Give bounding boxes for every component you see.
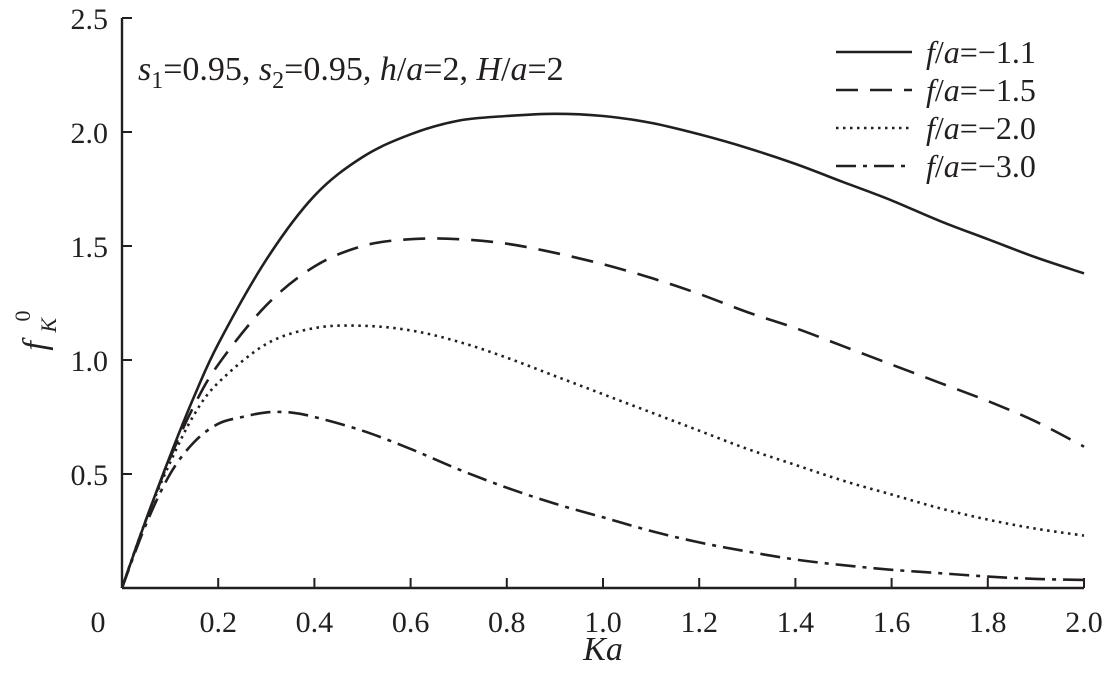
x-tick-label: 1.0 <box>584 606 622 639</box>
x-tick-label: 2.0 <box>1065 606 1103 639</box>
legend-slash: / <box>935 34 944 70</box>
y-axis-title-superscript: 0 <box>10 310 35 321</box>
x-tick-label: 0 <box>91 606 106 639</box>
legend-value: =−3.0 <box>960 148 1036 184</box>
y-axis-title: f K 0 <box>10 309 64 350</box>
legend-label-4: f/a=−3.0 <box>926 148 1036 184</box>
annot-h-a: a <box>406 51 423 88</box>
x-tick-label: 0.4 <box>296 606 334 639</box>
legend-label-3: f/a=−2.0 <box>926 110 1036 146</box>
x-tick-label: 1.4 <box>777 606 815 639</box>
y-tick-label: 1.0 <box>71 345 109 378</box>
legend-label-2: f/a=−1.5 <box>926 72 1036 108</box>
x-ticks: 0 0.2 0.4 0.6 0.8 1.0 1.2 1.4 1.6 1.8 2.0 <box>91 578 1103 639</box>
annot-s2-sub: 2 <box>272 68 284 94</box>
x-axis-title: Ka <box>582 631 623 668</box>
y-tick-label: 2.0 <box>71 117 109 150</box>
legend-value: =−1.5 <box>960 72 1036 108</box>
legend-a: a <box>944 34 960 70</box>
legend-slash: / <box>935 72 944 108</box>
x-tick-label: 0.6 <box>392 606 430 639</box>
annot-H: H <box>475 51 503 88</box>
annot-H-slash: / <box>501 51 511 88</box>
annot-s1: s <box>138 51 151 88</box>
annot-h: h <box>380 51 397 88</box>
y-axis-title-subscript: K <box>36 317 61 334</box>
y-tick-label: 2.5 <box>71 3 109 36</box>
legend-slash: / <box>935 148 944 184</box>
x-tick-label: 1.8 <box>969 606 1007 639</box>
legend-a: a <box>944 110 960 146</box>
series-line-4 <box>120 410 1085 589</box>
annot-s1-val: =0.95, <box>163 51 259 88</box>
series-line-3 <box>120 324 1085 589</box>
annot-h-val: =2, <box>423 51 476 88</box>
annot-s1-sub: 1 <box>151 68 163 94</box>
legend-value: =−1.1 <box>960 34 1036 70</box>
parameter-annotation: s1=0.95, s2=0.95, h/a=2, H/a=2 <box>138 51 564 94</box>
annot-H-val: =2 <box>528 51 564 88</box>
legend: f/a=−1.1f/a=−1.5f/a=−2.0f/a=−3.0 <box>836 34 1036 184</box>
legend-a: a <box>944 72 960 108</box>
x-tick-label: 1.2 <box>680 606 718 639</box>
x-tick-label: 0.2 <box>199 606 237 639</box>
x-tick-label: 1.6 <box>873 606 911 639</box>
legend-slash: / <box>935 110 944 146</box>
x-tick-label: 0.8 <box>488 606 526 639</box>
annot-H-a: a <box>511 51 528 88</box>
legend-label-1: f/a=−1.1 <box>926 34 1036 70</box>
y-axis-title-main: f <box>17 337 54 351</box>
y-tick-label: 1.5 <box>71 231 109 264</box>
series-line-1 <box>120 112 1085 589</box>
y-ticks: 0.5 1.0 1.5 2.0 2.5 <box>71 3 132 492</box>
legend-value: =−2.0 <box>960 110 1036 146</box>
series-group <box>120 112 1085 589</box>
series-line-2 <box>120 237 1085 589</box>
legend-a: a <box>944 148 960 184</box>
annot-s2-val: =0.95, <box>284 51 380 88</box>
annot-s2: s <box>259 51 272 88</box>
y-tick-label: 0.5 <box>71 459 109 492</box>
annot-h-slash: / <box>397 51 407 88</box>
